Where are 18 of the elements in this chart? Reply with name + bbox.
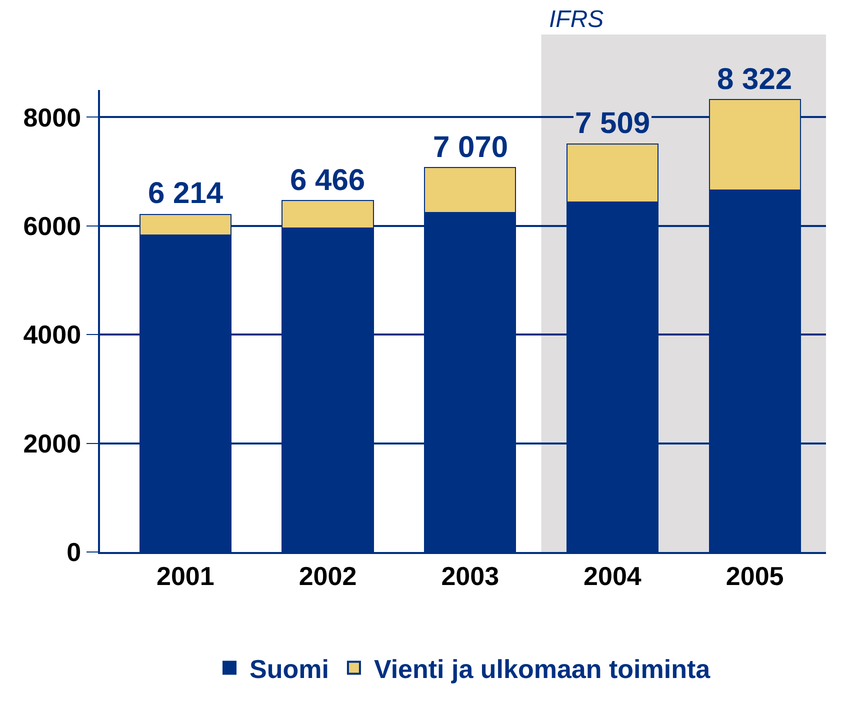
total-label: 7 070 [433,131,508,164]
x-tick-label: 2002 [298,560,357,591]
y-tick-label: 0 [66,537,82,568]
total-label: 7 509 [575,107,650,140]
y-tick-label: 8000 [23,102,82,132]
total-label: 6 214 [148,177,224,210]
y-tick-label: 2000 [23,428,82,458]
y-tick-label: 4000 [23,320,82,350]
legend-label: Vienti ja ulkomaan toiminta [374,654,711,684]
total-label: 8 322 [717,63,792,96]
legend-label: Suomi [250,654,329,684]
y-tick-label: 6000 [23,210,82,241]
band-label: IFRS [549,6,604,33]
x-tick-label: 2004 [584,560,642,591]
total-label: 6 466 [290,164,366,197]
x-tick-label: 2001 [156,560,214,591]
x-tick-label: 2003 [441,560,500,591]
x-tick-label: 2005 [726,560,784,591]
